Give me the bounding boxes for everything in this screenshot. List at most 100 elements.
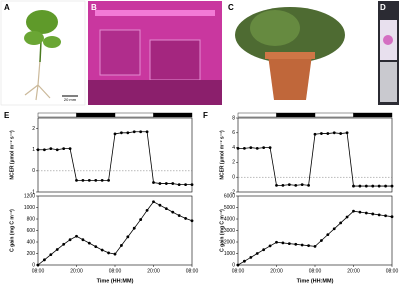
x-tick-label: 20:00 <box>270 268 283 274</box>
data-point <box>262 248 266 252</box>
y-tick-label: 6000 <box>224 193 235 199</box>
data-point <box>158 203 162 207</box>
light-bar <box>114 112 154 118</box>
data-point <box>49 253 53 257</box>
data-point <box>190 183 194 187</box>
data-point <box>352 184 355 188</box>
data-point <box>326 233 330 237</box>
y-axis-label: NCER (µmol m⁻² s⁻¹) <box>9 130 15 180</box>
data-point <box>371 212 375 216</box>
data-point <box>307 244 310 248</box>
y-axis-label: NCER (µmol m⁻² s⁻¹) <box>219 130 225 180</box>
data-point <box>358 184 362 188</box>
y-axis-label: C gain (mg C m⁻²) <box>219 209 225 252</box>
series-line <box>38 131 192 185</box>
y-tick-label: 3000 <box>224 228 235 234</box>
data-point <box>113 132 117 136</box>
light-bar <box>37 112 77 118</box>
data-point <box>313 244 317 248</box>
data-point <box>339 221 343 225</box>
x-axis-label: Time (HH:MM) <box>97 278 134 284</box>
light-bar <box>353 112 393 118</box>
data-point <box>145 130 149 134</box>
data-point <box>81 178 85 182</box>
data-point <box>320 239 323 242</box>
x-tick-label: 08:00 <box>186 268 199 274</box>
data-point <box>243 259 246 263</box>
plot-frame <box>237 117 393 193</box>
data-point <box>62 242 66 246</box>
light-bar <box>237 112 277 118</box>
data-point <box>152 200 155 204</box>
data-point <box>164 207 168 211</box>
data-point <box>300 243 304 247</box>
data-point <box>75 178 78 182</box>
data-point <box>139 130 143 134</box>
data-point <box>158 182 162 185</box>
data-point <box>294 183 298 187</box>
panel-letter: D <box>380 3 386 12</box>
data-point <box>145 208 149 212</box>
y-tick-label: 5000 <box>224 205 235 211</box>
y-tick-label: 1000 <box>224 251 235 257</box>
y-tick-label: 400 <box>27 239 36 245</box>
data-point <box>345 131 349 135</box>
panel-letter: F <box>203 111 208 120</box>
data-point <box>171 210 175 214</box>
data-point <box>87 178 91 182</box>
light-bar <box>153 112 193 118</box>
data-point <box>107 178 110 182</box>
data-point <box>120 244 123 247</box>
data-point <box>281 241 285 245</box>
data-point <box>113 252 117 256</box>
data-point <box>332 131 336 135</box>
data-point <box>184 183 187 187</box>
panel-letter: B <box>91 3 97 12</box>
data-point <box>371 184 375 188</box>
data-point <box>364 211 368 215</box>
data-point <box>236 146 240 150</box>
data-point <box>36 263 40 267</box>
data-point <box>287 242 291 246</box>
data-point <box>243 146 246 150</box>
y-tick-label: 2 <box>32 126 35 132</box>
data-point <box>49 147 53 151</box>
data-point <box>100 248 104 252</box>
data-point <box>249 146 253 150</box>
data-point <box>126 235 130 239</box>
data-point <box>152 181 155 184</box>
data-point <box>190 219 194 223</box>
data-point <box>171 182 175 185</box>
data-point <box>236 263 240 267</box>
y-tick-label: 8 <box>232 115 235 121</box>
data-point <box>62 147 66 151</box>
data-point <box>94 178 98 182</box>
data-point <box>249 256 253 259</box>
data-point <box>390 215 394 219</box>
series-line <box>37 201 193 266</box>
x-tick-label: 08:00 <box>309 268 322 274</box>
data-point <box>68 147 72 151</box>
data-point <box>307 183 310 187</box>
data-point <box>313 132 317 136</box>
data-point <box>87 241 91 245</box>
data-point <box>43 258 46 262</box>
data-point <box>94 245 98 249</box>
data-point <box>377 213 381 217</box>
panel-letter: E <box>4 111 10 120</box>
panel-letter: A <box>4 3 10 12</box>
data-point <box>384 184 387 188</box>
y-tick-label: 600 <box>27 228 36 234</box>
data-point <box>268 146 272 150</box>
data-point <box>300 183 304 187</box>
y-tick-label: 2 <box>232 160 235 166</box>
data-point <box>287 183 291 187</box>
data-point <box>345 215 349 219</box>
x-tick-label: 20:00 <box>147 268 160 274</box>
x-tick-label: 08:00 <box>109 268 122 274</box>
data-point <box>55 248 59 251</box>
data-point <box>132 130 136 134</box>
data-point <box>326 132 330 135</box>
x-axis-label: Time (HH:MM) <box>297 278 334 284</box>
